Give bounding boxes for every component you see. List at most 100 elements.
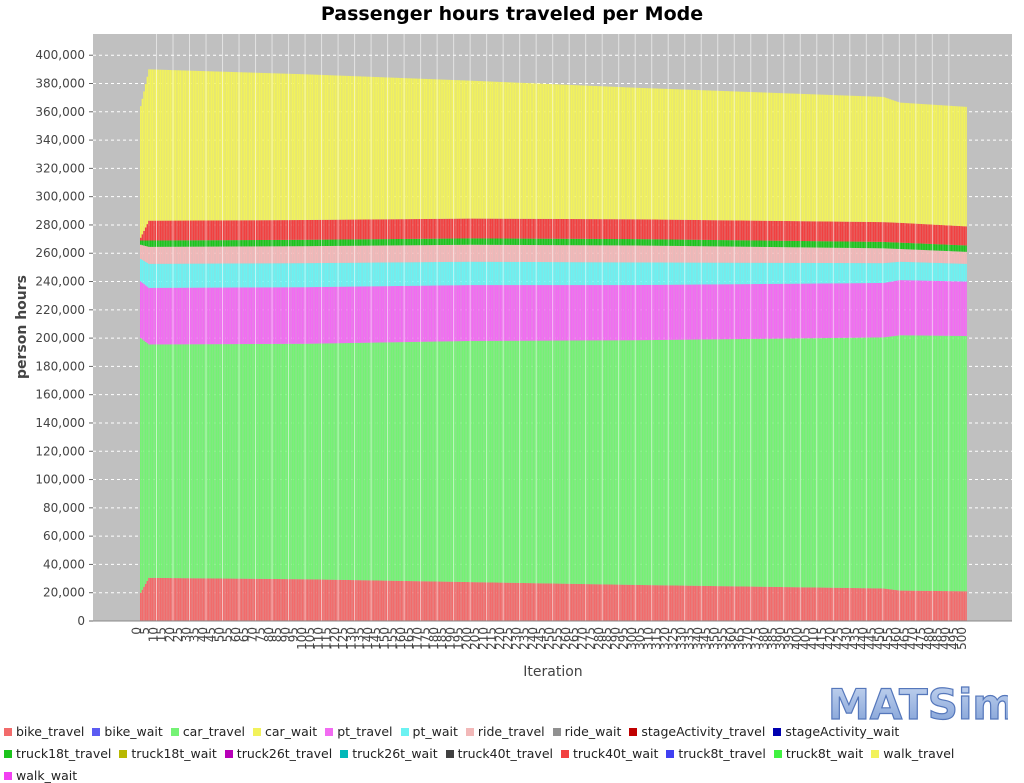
bar-segment-truck40t_wait: [390, 219, 393, 240]
legend-label: pt_wait: [412, 724, 458, 739]
bar-stack: [593, 85, 596, 621]
bar-segment-ride_travel: [920, 249, 923, 263]
bar-segment-pt_travel: [877, 282, 880, 338]
bar-segment-pt_travel: [293, 287, 295, 344]
bar-segment-truck18t_travel: [795, 240, 797, 248]
bar-segment-walk_travel: [196, 70, 198, 221]
bar-segment-truck18t_travel: [683, 239, 685, 247]
bar-stack: [889, 99, 891, 621]
x-tick-label: 85: [270, 627, 284, 642]
bar-segment-truck40t_wait: [247, 220, 249, 241]
bar-segment-ride_travel: [310, 246, 312, 264]
bar-segment-pt_travel: [658, 284, 660, 340]
bar-segment-ride_travel: [595, 245, 598, 263]
bar-segment-walk_travel: [220, 71, 223, 221]
bar-segment-ride_travel: [742, 246, 744, 263]
bar-segment-pt_wait: [905, 261, 908, 281]
bar-segment-car_travel: [630, 340, 632, 585]
bar-segment-walk_travel: [796, 93, 799, 222]
bar-segment-walk_travel: [676, 89, 678, 220]
bar-segment-bike_travel: [420, 581, 423, 621]
bar-segment-truck18t_travel: [955, 245, 957, 252]
bar-segment-truck18t_travel: [227, 240, 229, 247]
bar-segment-car_travel: [942, 335, 944, 592]
bar-segment-truck18t_travel: [549, 238, 551, 246]
bar-segment-truck18t_travel: [381, 239, 383, 246]
bar-segment-car_travel: [514, 340, 517, 583]
bar-segment-walk_travel: [176, 70, 178, 221]
bar-segment-pt_wait: [631, 262, 634, 286]
bar-segment-truck18t_travel: [631, 239, 634, 246]
bar-segment-ride_travel: [402, 245, 404, 263]
bar-segment-walk_travel: [156, 69, 158, 221]
bar-segment-pt_wait: [762, 262, 764, 284]
bar-segment-car_travel: [265, 343, 267, 579]
bar-stack: [257, 72, 259, 621]
bar-segment-pt_wait: [524, 261, 527, 286]
x-tick-label: 155: [386, 627, 400, 650]
bar-segment-walk_travel: [663, 88, 665, 220]
bar-segment-truck40t_wait: [914, 223, 916, 244]
bar-stack: [597, 86, 599, 621]
bar-segment-pt_travel: [154, 287, 157, 345]
bar-segment-truck18t_travel: [674, 239, 677, 246]
bar-segment-pt_travel: [724, 284, 726, 340]
x-tick-label: 320: [658, 627, 672, 650]
bar-segment-ride_travel: [476, 244, 479, 262]
bar-segment-ride_travel: [626, 245, 629, 263]
bar-segment-truck40t_wait: [442, 218, 444, 239]
bar-stack: [514, 82, 517, 621]
bar-segment-pt_travel: [394, 286, 396, 343]
bar-segment-truck18t_travel: [427, 238, 429, 246]
bar-segment-pt_travel: [168, 287, 170, 345]
bar-segment-walk_travel: [902, 102, 905, 223]
bar-segment-truck40t_wait: [476, 218, 479, 239]
bar-segment-car_travel: [745, 338, 748, 587]
bar-segment-walk_travel: [661, 88, 664, 220]
bar-segment-pt_travel: [508, 285, 510, 341]
bar-segment-truck40t_wait: [321, 219, 324, 240]
bar-segment-car_travel: [470, 340, 472, 583]
bar-segment-ride_travel: [872, 248, 875, 264]
bar-segment-car_travel: [338, 343, 340, 580]
bar-stack: [853, 95, 855, 621]
bar-segment-pt_travel: [277, 287, 279, 344]
bar-segment-pt_travel: [844, 283, 847, 338]
bar-stack: [212, 71, 215, 621]
bar-segment-truck40t_wait: [531, 218, 533, 239]
bar-segment-bike_travel: [785, 587, 787, 621]
bar-segment-ride_travel: [818, 247, 820, 263]
bar-segment-pt_wait: [839, 263, 842, 284]
bar-segment-pt_travel: [204, 287, 206, 345]
bar-segment-walk_travel: [374, 76, 376, 220]
bar-segment-ride_travel: [491, 244, 494, 262]
bar-segment-pt_travel: [904, 280, 906, 336]
bar-stack: [468, 80, 470, 621]
bar-segment-car_travel: [141, 339, 144, 590]
bar-segment-truck40t_wait: [194, 220, 196, 241]
bar-segment-truck40t_wait: [869, 221, 872, 242]
bar-segment-bike_travel: [531, 583, 533, 621]
bar-stack: [640, 87, 642, 621]
bar-segment-truck40t_wait: [455, 218, 457, 239]
bar-segment-pt_wait: [620, 262, 622, 286]
bar-segment-pt_wait: [933, 262, 936, 281]
bar-segment-pt_wait: [768, 262, 771, 284]
bar-segment-bike_travel: [552, 583, 555, 621]
bar-stack: [655, 88, 657, 621]
bar-stack: [732, 91, 735, 621]
bar-segment-car_travel: [202, 344, 205, 579]
bar-segment-truck18t_travel: [678, 239, 680, 246]
x-tick-label: 115: [320, 627, 334, 650]
bar-segment-car_travel: [800, 338, 802, 588]
bar-segment-truck40t_wait: [539, 218, 541, 239]
bar-segment-ride_travel: [653, 245, 655, 263]
bar-segment-walk_travel: [227, 71, 229, 221]
bar-segment-ride_travel: [805, 247, 807, 263]
bar-segment-walk_travel: [144, 84, 147, 228]
x-tick-label: 170: [410, 627, 424, 650]
bar-segment-truck18t_travel: [592, 238, 594, 246]
bar-stack: [295, 74, 297, 621]
bar-segment-truck40t_wait: [144, 227, 147, 241]
bar-segment-truck40t_wait: [220, 220, 223, 241]
